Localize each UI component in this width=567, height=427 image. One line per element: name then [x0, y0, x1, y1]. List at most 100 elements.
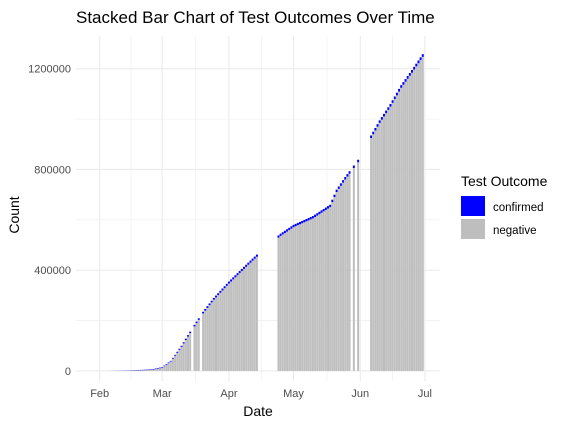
bar-negative: [171, 358, 174, 371]
bar-confirmed: [223, 286, 226, 289]
bar-confirmed: [240, 268, 243, 272]
bar-negative: [182, 343, 185, 371]
bar-confirmed: [393, 96, 396, 100]
bar-confirmed: [303, 219, 306, 223]
bar-negative: [178, 349, 181, 371]
x-tick-label: Feb: [90, 388, 109, 400]
bar-negative: [193, 326, 196, 371]
bar-negative: [148, 370, 151, 371]
bar-confirmed: [411, 69, 413, 73]
bar-confirmed: [296, 222, 299, 226]
bar-negative: [217, 295, 220, 371]
bar-confirmed: [247, 262, 250, 265]
bar-confirmed: [309, 217, 312, 220]
bar-confirmed: [180, 345, 183, 347]
bar-confirmed: [311, 216, 314, 219]
bar-negative: [189, 333, 192, 371]
bar-confirmed: [378, 120, 381, 123]
bar-negative: [232, 279, 235, 371]
bar-negative: [378, 122, 381, 371]
bar-negative: [288, 230, 291, 371]
legend-key-negative: [461, 219, 485, 239]
bar-confirmed: [290, 226, 293, 229]
bar-negative: [331, 202, 334, 371]
bar-confirmed: [339, 183, 342, 186]
bar-confirmed: [245, 264, 248, 267]
bar-confirmed: [389, 103, 392, 107]
bar-negative: [137, 370, 140, 371]
bar-confirmed: [316, 213, 319, 216]
bar-negative: [187, 336, 189, 371]
bar-confirmed: [357, 159, 360, 163]
bar-negative: [339, 185, 342, 371]
bar-negative: [159, 368, 161, 371]
bar-negative: [197, 319, 200, 371]
bar-negative: [372, 134, 375, 371]
bar-negative: [146, 370, 149, 371]
bar-negative: [247, 264, 250, 371]
x-axis-title: Date: [243, 403, 273, 419]
bar-negative: [174, 355, 177, 371]
bar-negative: [383, 116, 385, 371]
bar-confirmed: [249, 260, 252, 263]
bar-negative: [408, 75, 411, 371]
y-axis-ticks: 0 400000 800000 1200000: [28, 64, 71, 378]
bar-confirmed: [243, 266, 245, 269]
bar-confirmed: [189, 331, 192, 334]
bar-confirmed: [374, 127, 377, 131]
bar-negative: [357, 162, 360, 371]
bar-negative: [141, 370, 144, 371]
bar-negative: [406, 78, 409, 371]
bar-confirmed: [150, 369, 153, 370]
bar-confirmed: [400, 85, 403, 88]
bar-negative: [184, 339, 187, 371]
bar-confirmed: [376, 124, 379, 127]
bar-negative: [281, 234, 284, 371]
bar-negative: [413, 69, 416, 371]
bar-negative: [277, 237, 280, 371]
bar-confirmed: [391, 100, 394, 103]
bar-negative: [314, 216, 317, 371]
bar-negative: [324, 209, 327, 371]
bar-confirmed: [212, 297, 215, 300]
bar-negative: [161, 367, 164, 371]
bar-confirmed: [408, 73, 411, 76]
bar-confirmed: [402, 82, 405, 85]
bar-confirmed: [305, 218, 308, 222]
bar-confirmed: [167, 362, 170, 364]
bar-confirmed: [337, 186, 340, 189]
legend-key-confirmed: [461, 196, 485, 216]
bar-negative: [221, 290, 224, 371]
bar-confirmed: [281, 232, 284, 235]
bar-confirmed: [236, 273, 239, 276]
bar-confirmed: [156, 368, 159, 369]
x-axis-ticks: Feb Mar Apr May Jun Jul: [90, 388, 432, 400]
bar-negative: [329, 207, 332, 371]
bar-negative: [296, 225, 299, 371]
bar-negative: [417, 63, 420, 371]
bar-negative: [292, 227, 295, 371]
bar-confirmed: [202, 311, 205, 314]
x-tick-label: Jul: [418, 388, 432, 400]
bar-confirmed: [335, 189, 338, 193]
bar-negative: [333, 197, 336, 371]
bar-negative: [240, 271, 243, 371]
bar-negative: [279, 235, 282, 371]
bar-negative: [346, 176, 349, 371]
bar-negative: [411, 72, 413, 371]
bar-negative: [301, 223, 304, 371]
bar-confirmed: [234, 275, 237, 278]
bar-negative: [180, 346, 183, 371]
legend-title: Test Outcome: [461, 173, 548, 189]
bar-confirmed: [206, 306, 209, 308]
bar-confirmed: [169, 360, 172, 362]
bar-confirmed: [178, 348, 181, 350]
bar-negative: [316, 215, 319, 371]
bar-confirmed: [387, 107, 390, 110]
bar-negative: [215, 297, 217, 371]
bars: [109, 54, 424, 371]
bar-negative: [253, 258, 256, 371]
bar-confirmed: [415, 63, 418, 67]
bar-confirmed: [230, 279, 233, 282]
x-tick-label: Mar: [153, 388, 172, 400]
